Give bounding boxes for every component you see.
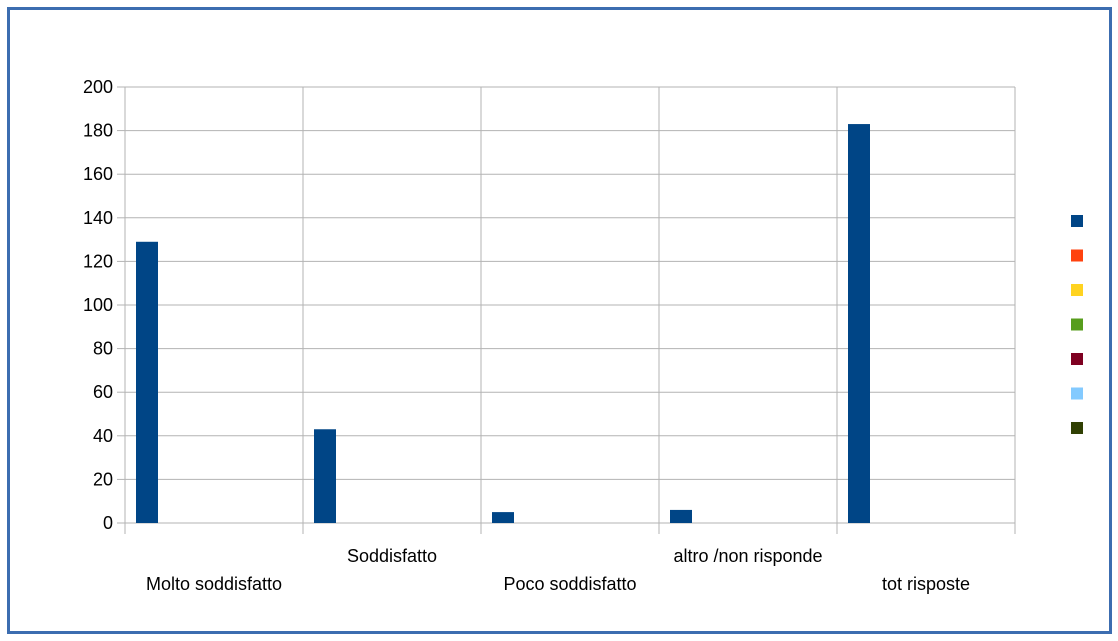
y-tick-label: 180 <box>83 121 113 141</box>
legend-swatch-1 <box>1071 215 1083 227</box>
x-tick-label: Poco soddisfatto <box>503 574 636 594</box>
bar-5 <box>848 124 870 523</box>
bar-4 <box>670 509 692 523</box>
x-tick-label: Molto soddisfatto <box>146 574 282 594</box>
y-tick-label: 120 <box>83 251 113 271</box>
y-tick-label: 200 <box>83 77 113 97</box>
bar-1 <box>136 241 158 523</box>
y-tick-label: 20 <box>93 469 113 489</box>
y-tick-label: 40 <box>93 426 113 446</box>
y-tick-label: 0 <box>103 513 113 533</box>
legend-swatch-7 <box>1071 422 1083 434</box>
y-tick-label: 160 <box>83 164 113 184</box>
bar-chart: 0 20 40 60 80 100 120 140 160 180 200 Molto soddisf… <box>83 77 1083 594</box>
y-tick-label: 80 <box>93 339 113 359</box>
legend-swatch-5 <box>1071 353 1083 365</box>
bar-2 <box>314 429 336 523</box>
legend-swatch-3 <box>1071 284 1083 296</box>
x-tick-label: Soddisfatto <box>347 546 437 566</box>
legend-swatch-4 <box>1071 318 1083 331</box>
y-tick-label: 140 <box>83 208 113 228</box>
y-tick-label: 60 <box>93 382 113 402</box>
x-tick-label: altro /non risponde <box>673 546 822 566</box>
bar-3 <box>492 512 514 523</box>
x-tick-label: tot risposte <box>882 574 970 594</box>
legend-swatch-6 <box>1071 387 1083 400</box>
legend-swatch-2 <box>1071 249 1083 262</box>
chart-frame: 0 20 40 60 80 100 120 140 160 180 200 Molto soddisf… <box>7 7 1112 634</box>
y-tick-label: 100 <box>83 295 113 315</box>
